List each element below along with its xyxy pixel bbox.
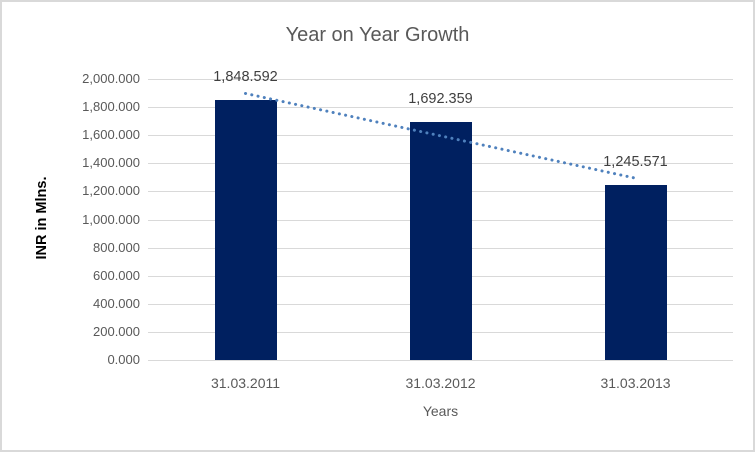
data-label: 1,692.359 [408, 91, 473, 108]
y-tick-label: 1,400.000 [82, 155, 140, 171]
y-tick-label: 400.000 [93, 295, 140, 311]
y-tick-label: 1,600.000 [82, 127, 140, 143]
y-tick-label: 600.000 [93, 267, 140, 283]
trendline [244, 91, 637, 180]
y-tick-label: 1,200.000 [82, 183, 140, 199]
data-label: 1,245.571 [603, 153, 668, 170]
x-tick-label: 31.03.2011 [210, 375, 281, 391]
trendline-dotted [244, 91, 637, 180]
bar-31.03.2013 [604, 184, 667, 360]
y-tick-label: 1,800.000 [82, 99, 140, 115]
gridline [148, 360, 733, 361]
plot-area: 1,848.592 1,692.359 1,245.571 [148, 69, 733, 361]
bar-31.03.2011 [214, 100, 277, 360]
y-tick-label: 200.000 [93, 323, 140, 339]
chart-title: Year on Year Growth [285, 24, 470, 46]
bar-31.03.2012 [409, 122, 472, 360]
y-tick-label: 1,000.000 [82, 211, 140, 227]
x-tick-label: 31.03.2013 [600, 375, 671, 391]
x-axis-title: Years [422, 403, 459, 419]
gridline [148, 79, 733, 80]
y-tick-label: 0.000 [107, 352, 140, 367]
y-tick-label: 2,000.000 [82, 71, 140, 86]
data-label: 1,848.592 [213, 69, 278, 86]
x-tick-label: 31.03.2012 [405, 375, 476, 391]
gridline [148, 107, 733, 109]
y-tick-label: 800.000 [93, 239, 140, 255]
